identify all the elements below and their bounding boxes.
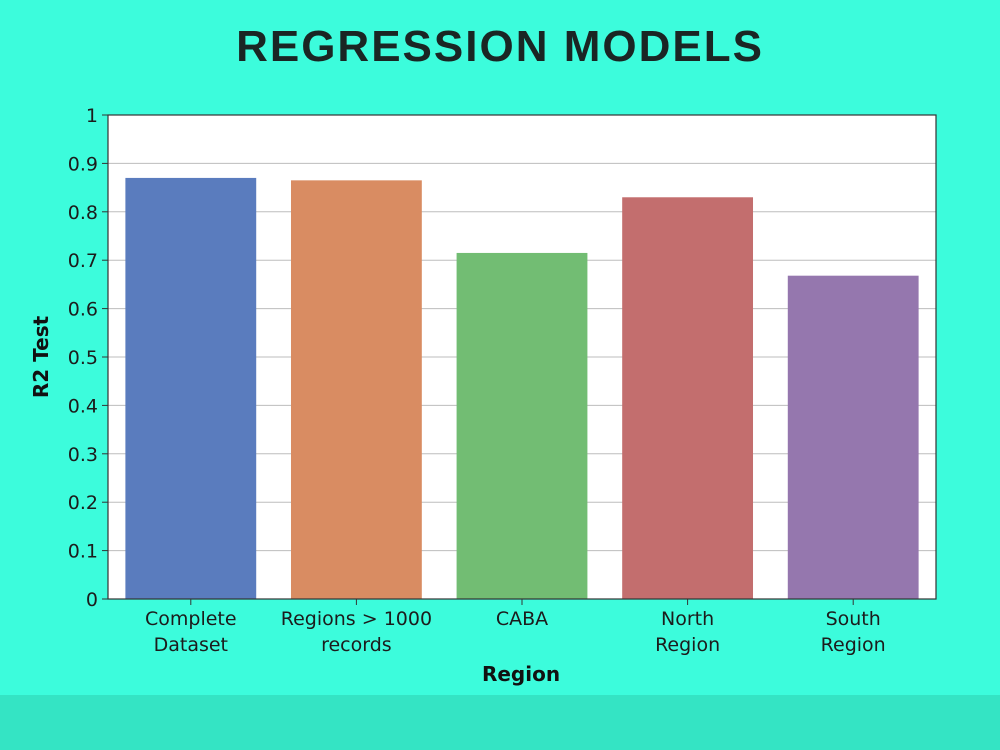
x-tick-label: South Region: [821, 608, 886, 656]
x-tick-label: Complete Dataset: [145, 608, 237, 656]
x-tick-label: North Region: [655, 608, 720, 656]
y-tick-label: 0.7: [68, 250, 98, 272]
bars: [125, 177, 919, 600]
y-tick-label: 0.9: [68, 153, 98, 175]
y-tick-label: 0.6: [68, 299, 98, 321]
bar: [787, 275, 919, 599]
x-tick-label-line: Dataset: [154, 634, 228, 656]
y-tick-label: 0.5: [68, 347, 98, 369]
bar-chart: 0 0.1 0.2 0.3 0.4 0.5 0.6 0.7 0.8 0.9 1 Complete Da…: [29, 105, 937, 686]
x-tick-label: Regions > 1000 records: [281, 608, 432, 656]
y-tick-label: 0.4: [68, 395, 98, 417]
bar: [290, 180, 422, 599]
y-tick-label: 0.1: [68, 541, 98, 563]
x-tick-label-line: Region: [655, 634, 720, 656]
x-tick-label-line: Region: [821, 634, 886, 656]
y-ticks: 0 0.1 0.2 0.3 0.4 0.5 0.6 0.7 0.8 0.9 1: [68, 105, 108, 611]
y-axis-title: R2 Test: [29, 315, 53, 398]
x-tick-label-line: North: [661, 608, 714, 630]
x-tick-label: CABA: [496, 608, 548, 630]
x-tick-label-line: South: [826, 608, 881, 630]
y-tick-label: 0.3: [68, 444, 98, 466]
x-tick-label-line: records: [321, 634, 392, 656]
x-tick-label-line: Complete: [145, 608, 237, 630]
x-tick-label-line: CABA: [496, 608, 548, 630]
y-tick-label: 1: [86, 105, 98, 127]
y-tick-label: 0.8: [68, 202, 98, 224]
bar: [622, 197, 754, 599]
page-title: REGRESSION MODELS: [236, 22, 764, 71]
x-ticks: Complete Dataset Regions > 1000 records CABA…: [145, 599, 886, 656]
bar: [125, 177, 257, 600]
x-tick-label-line: Regions > 1000: [281, 608, 432, 630]
y-tick-label: 0: [86, 589, 98, 611]
bottom-band: [0, 695, 1000, 750]
x-axis-title: Region: [482, 662, 560, 686]
bar: [456, 252, 588, 599]
y-tick-label: 0.2: [68, 492, 98, 514]
